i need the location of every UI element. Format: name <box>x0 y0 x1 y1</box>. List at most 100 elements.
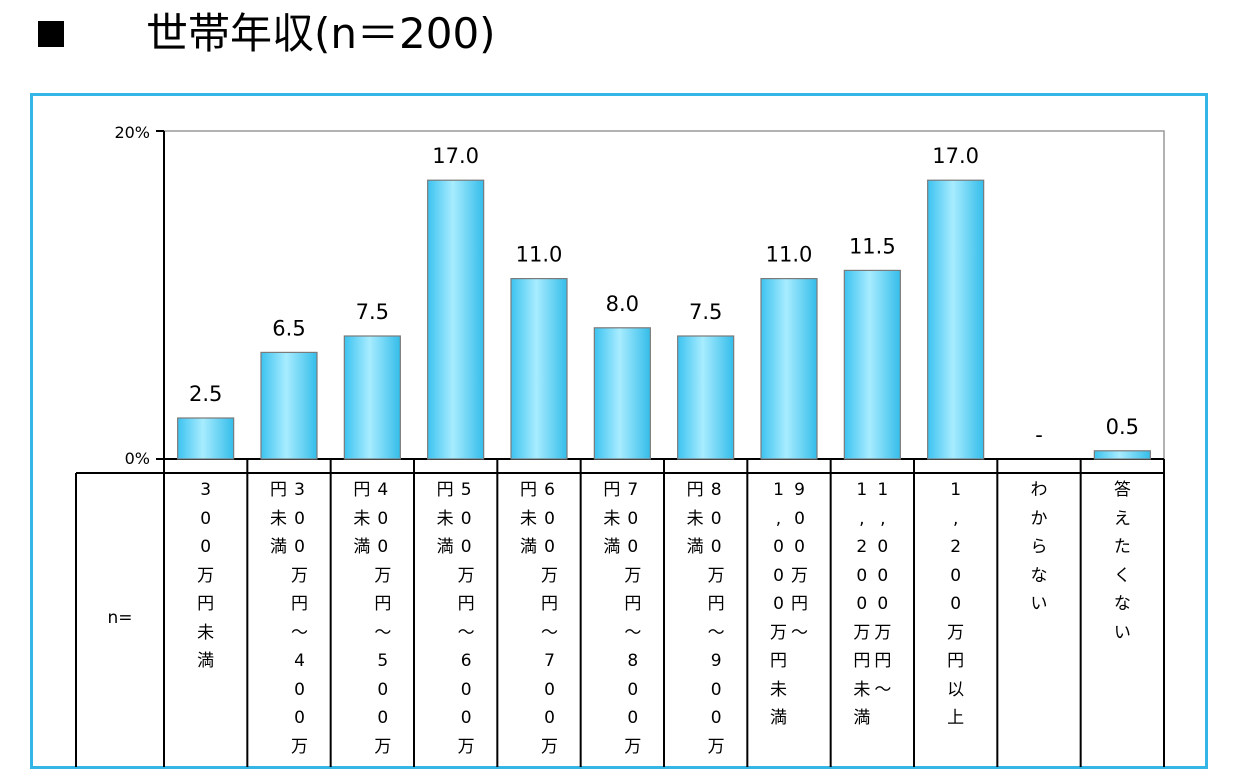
category-label-char: 万 <box>947 622 965 643</box>
bar <box>510 278 568 460</box>
category-label-column: 円未満 <box>351 476 372 761</box>
category-label-char: 0 <box>794 508 805 529</box>
y-tick-label: 0% <box>125 449 150 468</box>
category-label-char: 9 <box>794 480 805 500</box>
category-label: 4 0 0 万円〜 5 0 0 万円未満 <box>351 476 393 761</box>
category-label-char: 円 <box>374 594 392 614</box>
category-label-char: 5 <box>377 651 389 671</box>
category-label-char: , <box>880 508 886 529</box>
category-label-char: , <box>859 508 865 529</box>
category-label-char: 円 <box>197 594 215 614</box>
category-label-char: 未 <box>686 508 704 529</box>
category-label-char: 1 <box>856 480 868 500</box>
category-label-char: 0 <box>877 565 889 586</box>
category-label-char: 未 <box>853 679 871 700</box>
bar-value-label: 17.0 <box>432 144 479 168</box>
category-label-char: 以 <box>947 679 965 700</box>
category-label-char: , <box>952 508 959 529</box>
bar-value-label: 17.0 <box>932 144 979 168</box>
category-label-char: 0 <box>773 565 784 586</box>
category-label-char: 万 <box>291 565 308 586</box>
category-label-char: 1 <box>877 480 889 500</box>
category-label-char: 5 <box>460 480 472 500</box>
category-label-char: 答 <box>1113 480 1131 500</box>
category-label-char: 0 <box>950 565 962 586</box>
bar-value-label: 7.5 <box>689 300 722 324</box>
category-label-char: 満 <box>770 708 787 728</box>
category-label-char: 万 <box>197 565 215 586</box>
category-label-char: 万 <box>770 622 787 643</box>
category-label-char: 0 <box>377 508 389 529</box>
category-label-char: 万 <box>457 565 475 586</box>
bar <box>593 327 651 460</box>
category-label-char: 円 <box>707 594 725 614</box>
bar-value-label: 6.5 <box>272 316 305 340</box>
category-label-char: 0 <box>856 565 868 586</box>
category-label-char: 8 <box>627 651 639 671</box>
category-label-char: 0 <box>877 537 889 557</box>
category-label-char: 万 <box>707 565 725 586</box>
category-label-char: 円 <box>853 651 871 671</box>
page-heading: 世帯年収(n＝200) <box>38 4 496 64</box>
category-label-char: 万 <box>291 736 308 757</box>
category-label-char: 未 <box>197 622 215 643</box>
category-label-column: 1, 2 0 0 万円以上 <box>945 476 966 733</box>
category-label-char: 未 <box>270 508 287 529</box>
bar <box>1093 450 1151 460</box>
category-label-char: な <box>1113 594 1131 614</box>
bar-value-label: 11.0 <box>516 243 563 267</box>
category-table <box>75 459 1165 767</box>
bar <box>843 269 901 460</box>
category-label-char: 6 <box>544 480 555 500</box>
category-label-char: 円 <box>874 651 892 671</box>
category-label-char: な <box>1030 565 1048 586</box>
category-label-char: 0 <box>460 508 472 529</box>
bar <box>427 179 485 460</box>
category-label-char: 未 <box>353 508 371 529</box>
bar-value-label: 0.5 <box>1106 415 1139 439</box>
category-label-char: 〜 <box>874 679 892 700</box>
category-label-char: 0 <box>627 508 639 529</box>
category-label-char: 満 <box>520 537 537 557</box>
category-label-char: 0 <box>294 679 305 700</box>
category-label: 7 0 0 万円〜 8 0 0 万円未満 <box>601 476 643 761</box>
category-label-char: 万 <box>457 736 475 757</box>
category-label: 8 0 0 万円〜 9 0 0 万円未満 <box>685 476 727 761</box>
category-label-char: 〜 <box>624 622 642 643</box>
bar-value-label: 11.0 <box>766 243 813 267</box>
category-label-char: 0 <box>460 537 472 557</box>
category-label-char: 3 <box>294 480 305 500</box>
category-label-char: 6 <box>460 651 472 671</box>
category-label-char: 0 <box>627 679 639 700</box>
category-label-char: 未 <box>603 508 621 529</box>
category-label-char: 0 <box>377 708 389 728</box>
category-label-char: , <box>775 508 782 529</box>
category-label-char: 満 <box>353 537 371 557</box>
category-label-column: 円未満 <box>518 476 539 761</box>
category-label-char: い <box>1113 622 1131 643</box>
category-label-char: 円 <box>947 651 965 671</box>
category-label-char: 〜 <box>791 622 808 643</box>
category-label-char: 円 <box>603 480 621 500</box>
bar-value-label: 2.5 <box>189 382 222 406</box>
category-label-char: 0 <box>856 594 868 614</box>
category-label-char: 0 <box>710 508 722 529</box>
category-label-char: 〜 <box>707 622 725 643</box>
n-label: n= <box>107 608 133 628</box>
category-label-char: 円 <box>353 480 371 500</box>
category-label: 答えたくない <box>1112 476 1133 647</box>
category-label-column: 円未満 <box>601 476 622 761</box>
category-label-char: 万 <box>853 622 871 643</box>
category-label: 9 0 0 万円〜 1, 0 0 0 万円未満 <box>768 476 810 733</box>
category-label-char: 万 <box>791 565 808 586</box>
category-label-char: 4 <box>377 480 389 500</box>
category-label-char: 未 <box>770 679 787 700</box>
category-label-char: 万 <box>624 736 642 757</box>
category-label-char: 円 <box>770 651 787 671</box>
bar-value-label: 7.5 <box>356 300 389 324</box>
category-label-char: 0 <box>294 708 305 728</box>
category-label-char: 未 <box>436 508 454 529</box>
category-label-column: 1, 2 0 0 万円未満 <box>851 476 872 733</box>
category-label-char: 円 <box>520 480 537 500</box>
category-label-char: 0 <box>773 594 784 614</box>
